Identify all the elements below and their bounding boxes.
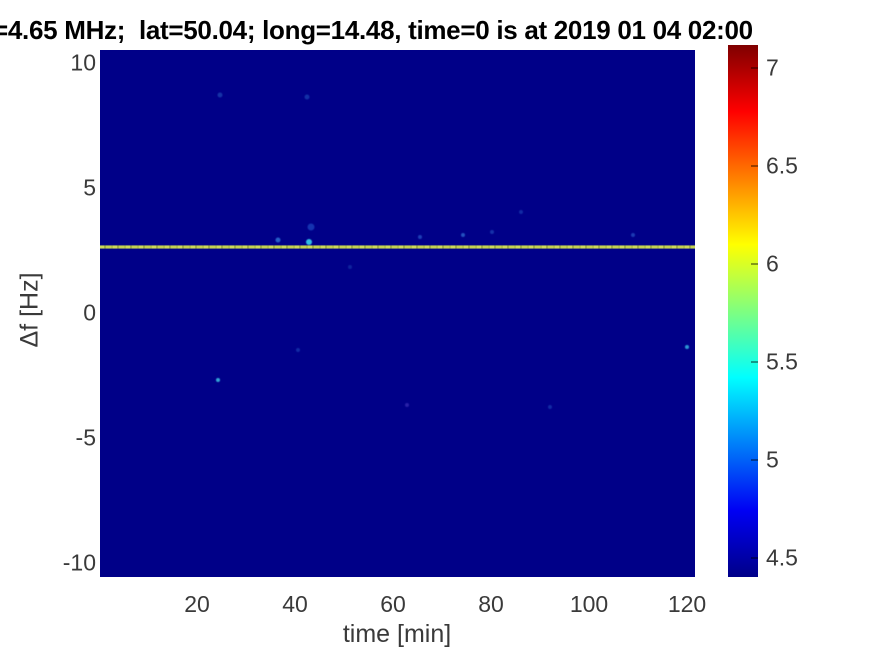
colorbar-tick-label: 4.5 [766,544,798,571]
x-tick-label: 40 [282,591,308,617]
y-tick-label: 0 [83,299,96,326]
noise-speck [631,232,636,237]
colorbar-tick-mark [751,557,758,559]
noise-speck [685,345,690,350]
y-axis-label: Δf [Hz] [15,272,44,348]
y-tick-label: -10 [62,549,96,576]
x-axis-tick-labels: 20 40 60 80 100 120 [0,591,875,619]
colorbar-tick-label: 5 [766,446,779,473]
x-tick-label: 20 [184,591,210,617]
x-tick-label: 120 [667,591,707,617]
y-tick-label: 10 [70,49,96,76]
y-tick-label: -5 [75,424,96,451]
noise-speck [547,405,552,410]
colorbar-tick-label: 6 [766,250,779,277]
colorbar-tick-mark [751,67,758,69]
colorbar-tick-mark [751,263,758,265]
noise-speck [275,237,281,243]
noise-speck [304,94,310,100]
colorbar-tick-labels: 7 6.5 6 5.5 5 4.5 [766,45,826,577]
noise-speck [307,223,315,231]
x-tick-label: 60 [380,591,406,617]
noise-speck [405,402,410,407]
y-tick-label: 5 [83,174,96,201]
noise-speck [217,92,223,98]
colorbar-tick-mark [751,165,758,167]
colorbar-tick-label: 7 [766,54,779,81]
noise-speck [461,232,466,237]
colorbar-tick-label: 5.5 [766,348,798,375]
figure-title: =4.65 MHz; lat=50.04; long=14.48, time=0… [0,15,753,45]
x-tick-label: 80 [478,591,504,617]
x-tick-label: 100 [569,591,609,617]
noise-speck [518,210,523,215]
plot-area [100,50,695,577]
y-axis-tick-labels: 10 5 0 -5 -10 [0,0,96,656]
noise-speck [296,347,300,352]
spectral-line [100,245,695,249]
noise-speck [216,377,221,382]
noise-speck [347,265,352,270]
heatmap-background [100,50,695,577]
noise-speck [490,230,495,235]
colorbar [728,45,758,577]
noise-speck [306,239,313,246]
colorbar-tick-mark [751,459,758,461]
x-axis-label: time [min] [342,620,452,648]
colorbar-tick-label: 6.5 [766,152,798,179]
noise-speck [418,235,423,240]
colorbar-tick-mark [751,361,758,363]
